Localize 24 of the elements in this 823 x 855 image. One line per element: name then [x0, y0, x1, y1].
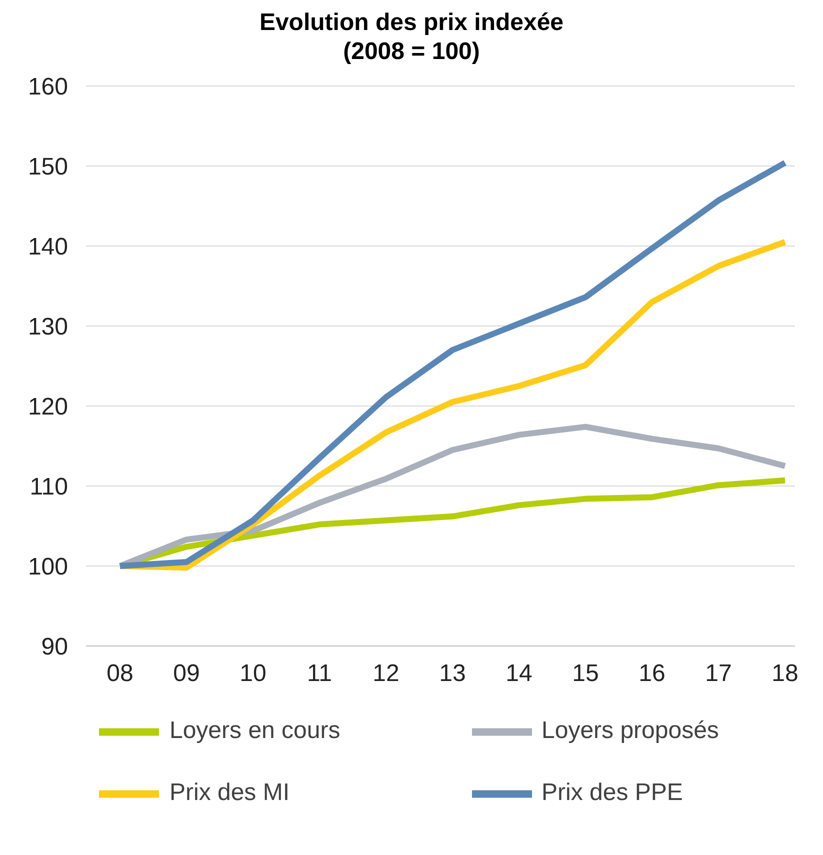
y-tick-label: 100: [28, 554, 68, 581]
x-tick-label: 12: [372, 660, 400, 688]
x-tick-label: 11: [307, 660, 332, 688]
chart-title: Evolution des prix indexée (2008 = 100): [258, 8, 565, 66]
x-tick-label: 17: [705, 660, 732, 688]
legend-label: Loyers en cours: [169, 717, 340, 744]
y-tick-label: 130: [28, 314, 68, 341]
x-tick-label: 16: [638, 660, 666, 688]
legend-label: Prix des MI: [169, 779, 290, 806]
y-tick-label: 120: [28, 394, 68, 421]
x-tick-label: 10: [240, 660, 266, 688]
x-tick-label: 14: [506, 660, 532, 688]
y-tick-label: 110: [30, 474, 68, 501]
x-tick-label: 13: [439, 660, 466, 688]
legend-label: Loyers proposés: [542, 717, 719, 744]
y-tick-label: 160: [28, 74, 68, 101]
x-tick-label: 08: [106, 660, 134, 688]
x-tick-label: 18: [772, 660, 798, 688]
y-tick-label: 90: [41, 634, 68, 661]
x-tick-label: 09: [173, 660, 200, 688]
y-tick-label: 150: [28, 154, 68, 181]
legend-label: Prix des PPE: [542, 779, 683, 806]
y-tick-label: 140: [28, 234, 68, 261]
x-tick-label: 15: [572, 660, 599, 688]
